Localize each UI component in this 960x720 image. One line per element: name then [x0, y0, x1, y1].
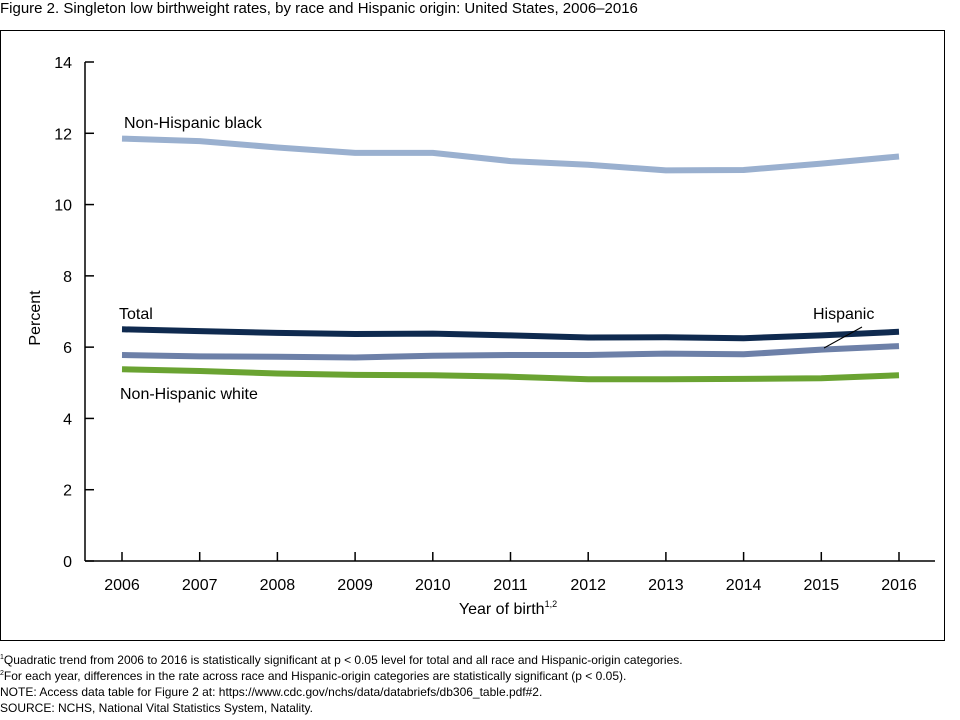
y-tick-label: 0 [63, 554, 72, 571]
footnote-2: 2For each year, differences in the rate … [0, 668, 683, 684]
footnotes: 1Quadratic trend from 2006 to 2016 is st… [0, 652, 683, 716]
source-note: SOURCE: NCHS, National Vital Statistics … [0, 701, 313, 715]
series-labels: Non-Hispanic black Total Hispanic Non-Hispa… [119, 115, 874, 403]
y-tick-label: 14 [54, 55, 72, 72]
x-axis: 2006 2007 2008 2009 2010 2011 2012 2013 2014 2015… [85, 552, 935, 594]
footnote-2-marker: 2 [0, 670, 4, 677]
note-data-table: NOTE: Access data table for Figure 2 at:… [0, 685, 543, 699]
series-lines [121, 135, 900, 383]
y-tick-label: 6 [63, 340, 72, 357]
footnote-1-text: Quadratic trend from 2006 to 2016 is sta… [3, 653, 683, 667]
y-tick-label: 10 [54, 198, 72, 215]
series-line-hispanic [121, 343, 900, 361]
y-tick-label: 8 [63, 269, 72, 286]
series-line-total [121, 326, 900, 342]
series-line-non-hispanic-white [121, 366, 900, 383]
footnote-1: 1Quadratic trend from 2006 to 2016 is st… [0, 652, 683, 668]
x-axis-label-superscript: 1,2 [545, 599, 558, 609]
series-label-non-hispanic-black: Non-Hispanic black [124, 115, 263, 132]
x-tick-label: 2013 [648, 577, 684, 594]
x-tick-label: 2007 [182, 577, 218, 594]
series-line-non-hispanic-black [121, 135, 900, 174]
x-tick-label: 2014 [726, 577, 762, 594]
x-tick-label: 2011 [493, 577, 528, 594]
x-axis-label-text: Year of birth [459, 601, 545, 618]
y-tick-label: 12 [54, 126, 72, 143]
y-tick-label: 4 [63, 411, 72, 428]
x-tick-label: 2009 [337, 577, 373, 594]
series-label-hispanic: Hispanic [813, 306, 874, 323]
footnote-2-text: For each year, differences in the rate a… [3, 669, 627, 683]
x-tick-label: 2006 [104, 577, 140, 594]
x-tick-label: 2016 [881, 577, 917, 594]
x-tick-label: 2008 [260, 577, 296, 594]
y-axis: 0 2 4 6 8 10 12 14 [54, 55, 94, 571]
chart-frame [0, 30, 945, 641]
y-tick-label: 2 [63, 483, 72, 500]
x-tick-label: 2015 [804, 577, 840, 594]
x-tick-label: 2010 [415, 577, 451, 594]
x-axis-label: Year of birth1,2 [459, 599, 557, 618]
series-label-total: Total [119, 306, 153, 323]
series-label-non-hispanic-white: Non-Hispanic white [120, 386, 258, 403]
line-chart: 0 2 4 6 8 10 12 14 2006 2007 2008 2009 2010 2011 2012… [27, 55, 935, 618]
x-tick-label: 2012 [570, 577, 606, 594]
footnote-1-marker: 1 [0, 654, 4, 661]
figure-title: Figure 2. Singleton low birthweight rate… [0, 0, 638, 17]
hispanic-leader-line [823, 326, 863, 349]
y-axis-label: Percent [27, 290, 44, 346]
